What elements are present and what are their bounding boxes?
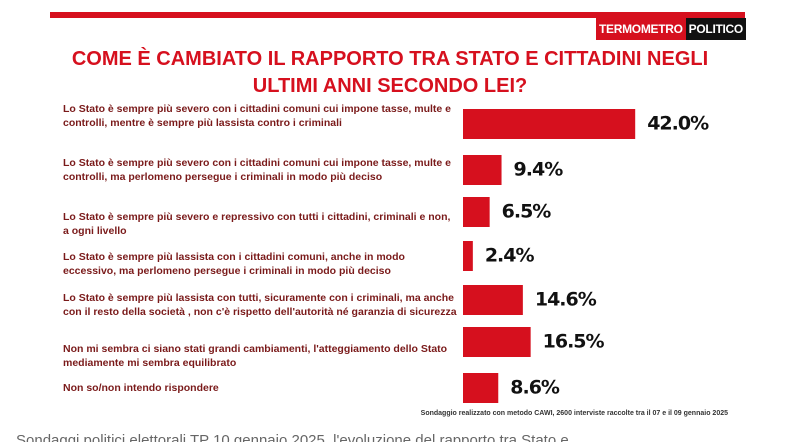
category-label: Non mi sembra ci siano stati grandi camb… <box>63 343 448 369</box>
category-label: Lo Stato è sempre più severo e repressiv… <box>63 211 451 237</box>
top-rule <box>50 12 745 18</box>
bar <box>463 197 490 227</box>
chart-title: COME È CAMBIATO IL RAPPORTO TRA STATO E … <box>71 48 709 97</box>
bar <box>463 285 523 315</box>
category-label: Lo Stato è sempre più lassista con tutti… <box>63 292 457 318</box>
bar <box>463 373 499 403</box>
category-label: Lo Stato è sempre più lassista con i cit… <box>63 251 405 277</box>
bar <box>463 327 531 357</box>
value-label: 9.4% <box>514 159 564 181</box>
bar <box>463 241 473 271</box>
value-label: 16.5% <box>543 331 605 353</box>
caption: Sondaggi politici elettorali TP 10 genna… <box>16 432 569 442</box>
category-label: Non so/non intendo rispondere <box>63 382 219 394</box>
category-label: Lo Stato è sempre più severo con i citta… <box>63 103 452 129</box>
value-label: 14.6% <box>535 289 597 311</box>
bar <box>463 155 502 185</box>
value-label: 2.4% <box>485 245 535 267</box>
value-label: 42.0% <box>647 113 709 135</box>
category-label: Lo Stato è sempre più severo con i citta… <box>63 157 452 183</box>
value-label: 8.6% <box>510 377 560 399</box>
bar <box>463 109 636 139</box>
source-note: Sondaggio realizzato con metodo CAWI, 26… <box>420 410 728 417</box>
logo-part: POLITICO <box>685 18 746 40</box>
logo-part: TERMOMETRO <box>596 18 686 40</box>
value-label: 6.5% <box>502 201 552 223</box>
logo: TERMOMETRO POLITICO <box>596 18 746 40</box>
